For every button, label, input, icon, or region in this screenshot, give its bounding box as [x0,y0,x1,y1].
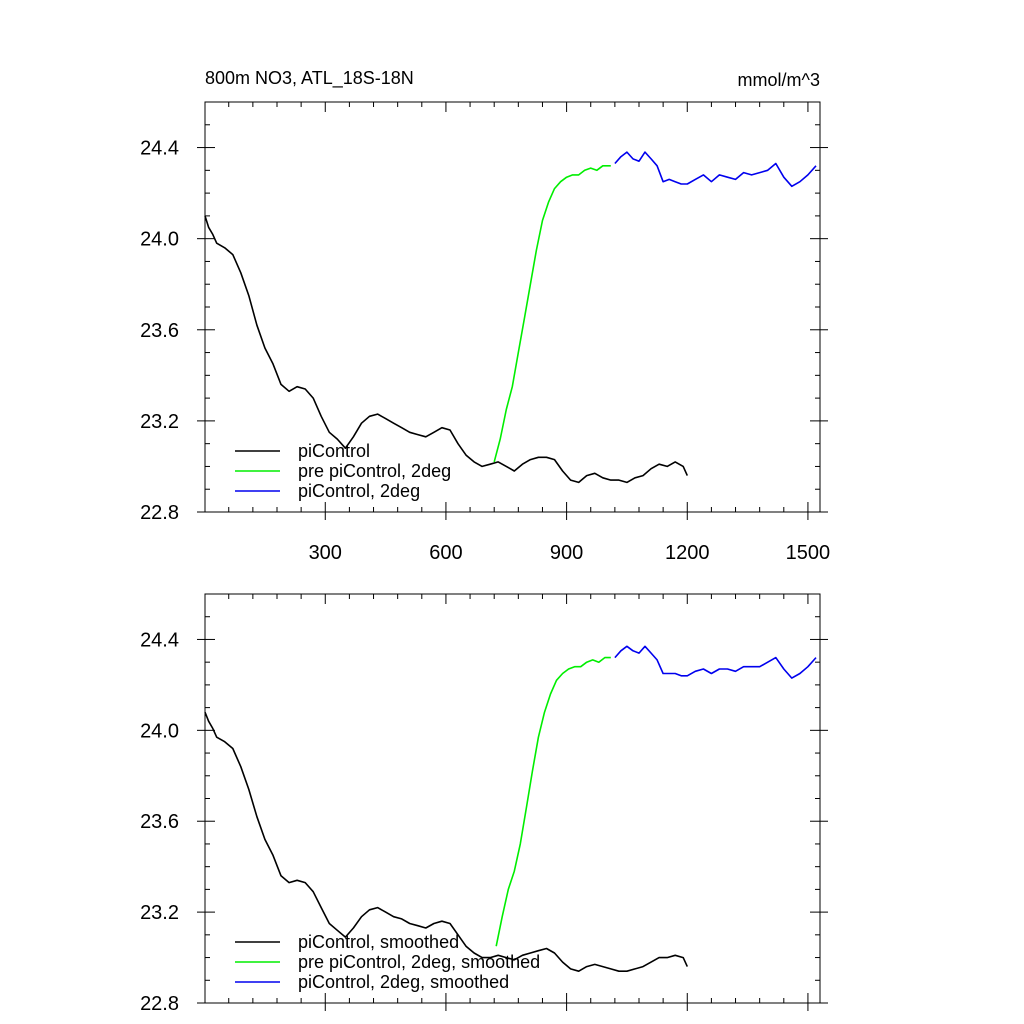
y-tick-label: 22.8 [140,502,179,524]
legend-label: piControl [298,441,370,461]
series-line-2 [614,645,817,679]
y-tick-label: 22.8 [140,993,179,1015]
y-tick-label: 23.6 [140,320,179,342]
chart-title: 800m NO3, ATL_18S-18N [205,68,414,89]
x-tick-label: 900 [550,542,583,564]
series-line-1 [495,656,611,947]
y-tick-label: 24.4 [140,629,179,651]
legend-label: pre piControl, 2deg [298,461,451,481]
x-tick-label: 1200 [665,542,710,564]
y-tick-label: 23.2 [140,902,179,924]
series-line-0 [204,711,689,973]
legend-label: piControl, 2deg [298,481,420,501]
y-tick-label: 24.0 [140,720,179,742]
x-tick-label: 1500 [786,542,831,564]
legend-label: piControl, smoothed [298,932,459,952]
x-tick-label: 300 [309,542,342,564]
legend-label: pre piControl, 2deg, smoothed [298,952,540,972]
legend-label: piControl, 2deg, smoothed [298,972,509,992]
x-tick-label: 600 [429,542,462,564]
y-tick-label: 24.0 [140,229,179,251]
series-line-0 [204,215,689,484]
units-label: mmol/m^3 [738,70,820,90]
top-panel: 300 600 900 1200 1500 22.8 23.2 23.6 24.0 24.4 piC… [140,101,831,564]
y-tick-label: 24.4 [140,138,179,160]
series-line-1 [493,165,611,463]
y-tick-label: 23.2 [140,411,179,433]
series-line-2 [614,151,817,188]
y-tick-label: 23.6 [140,811,179,833]
